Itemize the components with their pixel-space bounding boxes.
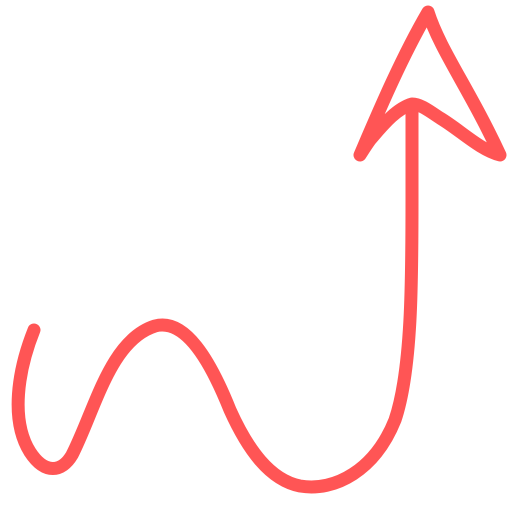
arrowhead — [353, 5, 507, 162]
arrow-shaft — [11, 101, 419, 494]
